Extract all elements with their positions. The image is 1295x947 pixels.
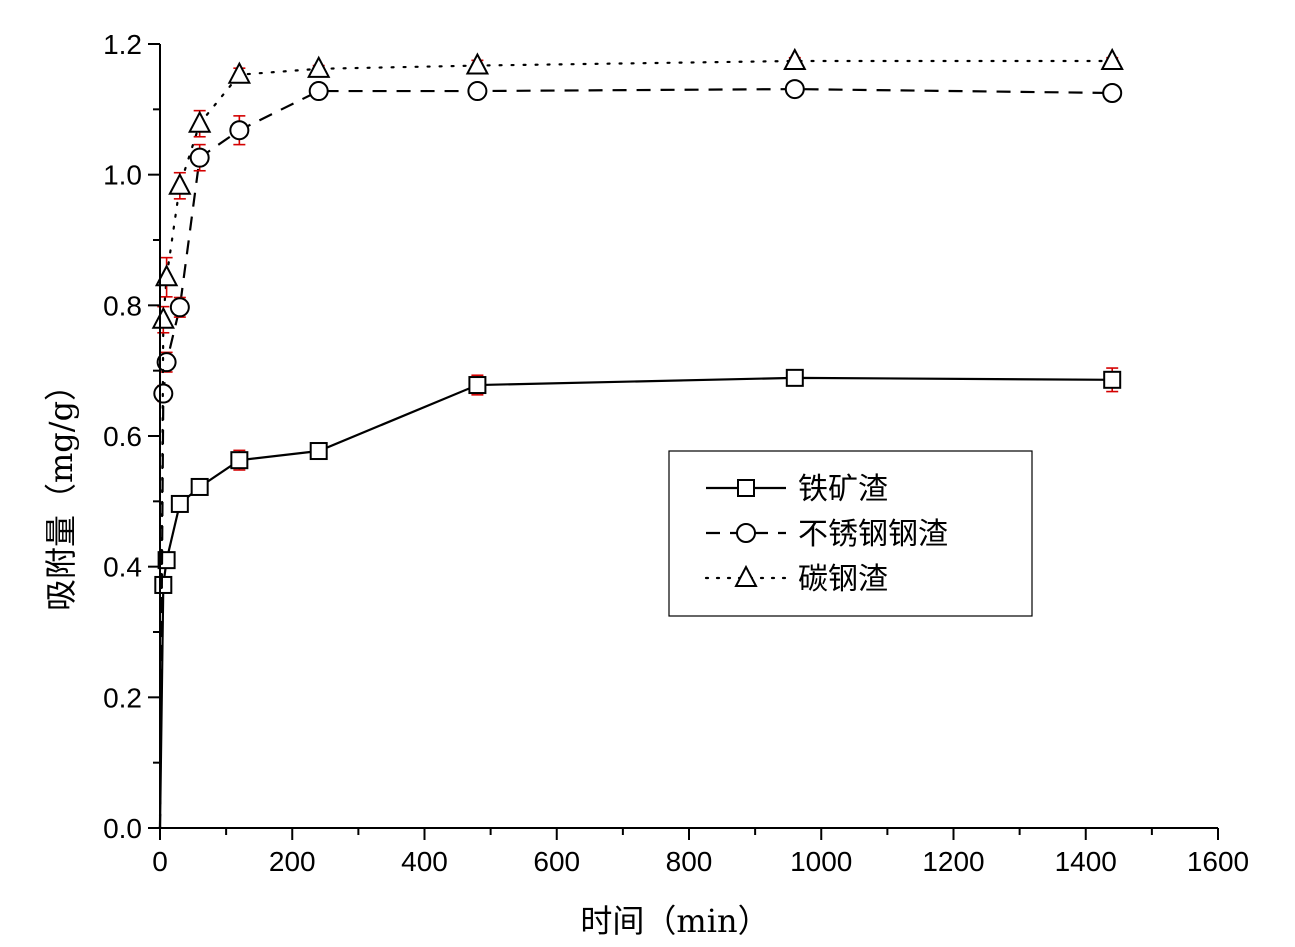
x-axis-title: 时间（min） xyxy=(580,902,769,940)
data-point xyxy=(785,368,804,387)
y-tick-label: 0.2 xyxy=(103,682,142,713)
legend-marker xyxy=(737,479,755,497)
legend-box xyxy=(668,450,1033,617)
data-point xyxy=(465,52,490,75)
x-tick-label: 200 xyxy=(269,846,316,877)
data-point xyxy=(154,575,173,594)
x-tick-label: 1400 xyxy=(1055,846,1117,877)
y-tick-label: 0.6 xyxy=(103,421,142,452)
x-tick-label: 600 xyxy=(533,846,580,877)
x-tick-label: 800 xyxy=(666,846,713,877)
x-tick-label: 1000 xyxy=(790,846,852,877)
data-point xyxy=(189,147,210,168)
data-point xyxy=(309,442,328,461)
data-point xyxy=(307,55,331,78)
series-line xyxy=(158,376,1113,829)
y-tick-label: 1.0 xyxy=(103,160,142,191)
data-point xyxy=(190,477,209,496)
data-point xyxy=(1102,83,1123,103)
legend-label: 铁矿渣 xyxy=(798,472,888,507)
legend-item: 不锈钢钢渣 xyxy=(706,517,948,552)
data-point xyxy=(1103,370,1122,389)
data-point xyxy=(188,110,212,133)
data-point xyxy=(784,79,805,100)
legend-label: 碳钢渣 xyxy=(798,562,888,597)
y-tick-label: 0.0 xyxy=(103,813,142,844)
data-point xyxy=(154,264,179,287)
data-point xyxy=(229,120,250,141)
data-point xyxy=(308,81,329,102)
y-ticks: 0.0 0.2 0.4 0.6 0.8 1.0 1.2 xyxy=(103,29,160,844)
x-tick-label: 1200 xyxy=(922,846,984,877)
x-ticks: 0 200 400 600 800 1000 1200 1400 1600 xyxy=(152,828,1249,877)
y-axis-title: 吸附量（mg/g） xyxy=(42,369,80,611)
legend-marker xyxy=(734,564,758,587)
series-triangle xyxy=(151,47,1124,830)
y-tick-label: 1.2 xyxy=(103,29,142,60)
x-tick-label: 400 xyxy=(401,846,448,877)
legend-marker xyxy=(736,523,756,543)
data-point xyxy=(468,376,487,395)
x-tick-label: 1600 xyxy=(1187,846,1249,877)
series-line xyxy=(158,87,1113,829)
legend-item: 铁矿渣 xyxy=(706,472,888,507)
data-point xyxy=(467,81,488,102)
data-point xyxy=(783,47,807,70)
data-point xyxy=(227,61,252,84)
data-point xyxy=(230,451,249,470)
plot-area: 0 200 400 600 800 1000 1200 1400 1600 0.00.20.40… xyxy=(103,29,1249,877)
data-point xyxy=(151,306,175,329)
data-point xyxy=(1100,47,1124,70)
data-point xyxy=(168,172,192,195)
y-tick-label: 0.8 xyxy=(103,290,142,321)
y-tick-label: 0.4 xyxy=(103,552,142,583)
series-layer xyxy=(151,47,1124,830)
data-point xyxy=(170,494,189,513)
legend-label: 不锈钢钢渣 xyxy=(798,517,948,552)
series-line xyxy=(158,59,1114,830)
legend-item: 碳钢渣 xyxy=(704,562,888,597)
data-point xyxy=(169,297,190,318)
series-circle xyxy=(153,79,1123,829)
x-tick-label: 0 xyxy=(152,846,168,877)
